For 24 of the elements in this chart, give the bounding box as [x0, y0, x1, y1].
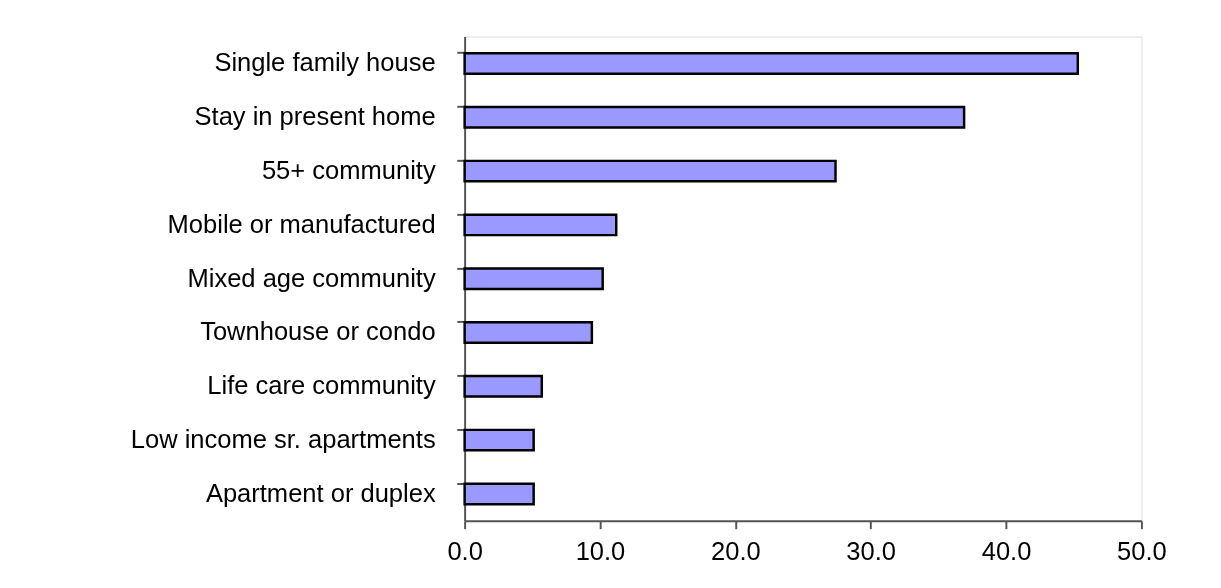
bar: [463, 213, 618, 237]
bar: [463, 321, 594, 344]
bar: [463, 52, 1080, 75]
y-tick-label: Apartment or duplex: [205, 478, 436, 507]
bar: [463, 159, 837, 183]
bar: [463, 482, 535, 506]
y-tick-label: Mixed age community: [187, 263, 436, 292]
y-tick-label: 55+ community: [261, 155, 436, 184]
bar: [463, 428, 535, 452]
y-tick-label: Townhouse or condo: [200, 317, 436, 346]
x-tick-label: 40.0: [981, 536, 1032, 565]
x-tick-label: 50.0: [1117, 536, 1167, 565]
x-tick-label: 30.0: [846, 536, 897, 565]
bar: [463, 267, 604, 291]
y-tick-label: Mobile or manufactured: [167, 209, 436, 238]
x-tick-label: 10.0: [575, 536, 626, 565]
y-tick-label: Single family house: [214, 48, 436, 77]
x-tick-label: 20.0: [711, 536, 761, 565]
y-tick-label: Low income sr. apartments: [130, 424, 436, 453]
bar: [463, 374, 544, 398]
x-tick-label: 0.0: [447, 536, 483, 565]
bar: [463, 105, 966, 129]
y-tick-label: Life care community: [207, 371, 436, 400]
y-tick-label: Stay in present home: [194, 102, 436, 131]
